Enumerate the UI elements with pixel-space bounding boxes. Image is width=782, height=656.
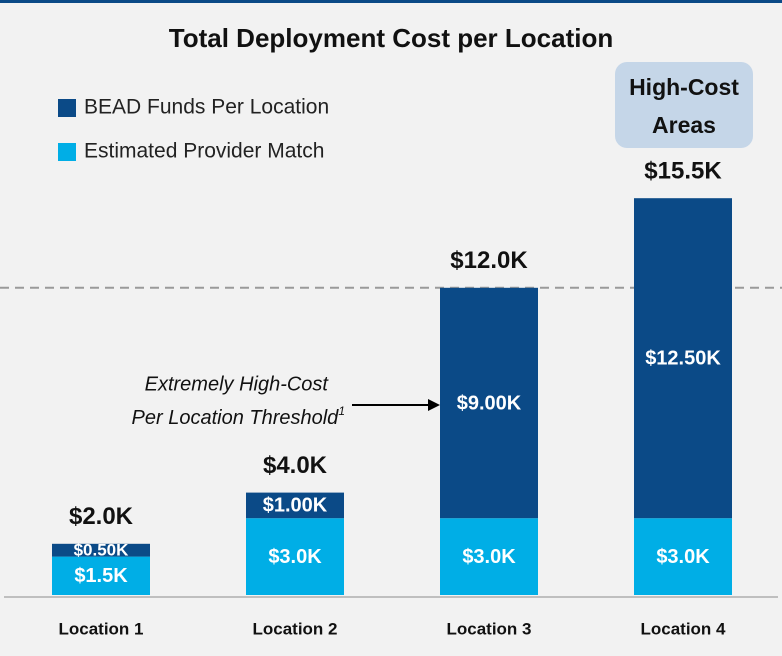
annotation-text: Per Location Threshold1 (132, 404, 345, 429)
annotation-text: Per Location Threshold (132, 407, 340, 429)
annotation-footnote: 1 (338, 404, 345, 418)
x-tick-label: Location 1 (58, 619, 143, 638)
annotation-arrowhead (428, 399, 440, 411)
bar-segment (634, 518, 732, 595)
bar-segment (52, 556, 150, 595)
total-label: $15.5K (644, 158, 722, 185)
bar-segment (246, 492, 344, 519)
annotation-text: Extremely High-Cost (145, 373, 330, 395)
legend-label: Estimated Provider Match (84, 140, 324, 163)
callout-text: High-Cost (629, 74, 739, 100)
x-tick-label: Location 3 (446, 619, 531, 638)
value-label: $12.50K (645, 347, 721, 369)
value-label: $0.50K (74, 541, 130, 560)
value-label: $1.00K (263, 495, 328, 517)
x-tick-label: Location 4 (640, 619, 726, 638)
value-label: $3.0K (656, 546, 710, 568)
value-label: $3.0K (462, 546, 516, 568)
x-tick-label: Location 2 (252, 619, 337, 638)
total-label: $4.0K (263, 452, 328, 479)
top-border (0, 0, 782, 3)
value-label: $1.5K (74, 565, 128, 587)
bar-segment (440, 287, 538, 519)
legend-swatch (58, 99, 76, 117)
bar-segment (634, 198, 732, 519)
legend-label: BEAD Funds Per Location (84, 96, 329, 119)
bar-segment (246, 518, 344, 595)
value-label: $9.00K (457, 392, 522, 414)
callout-box (615, 62, 753, 148)
total-label: $2.0K (69, 503, 134, 530)
callout-text: Areas (652, 112, 716, 138)
legend-swatch (58, 143, 76, 161)
chart-title: Total Deployment Cost per Location (169, 23, 613, 53)
total-label: $12.0K (450, 247, 528, 274)
bar-segment (52, 543, 150, 557)
bar-segment (440, 518, 538, 595)
value-label: $3.0K (268, 546, 322, 568)
